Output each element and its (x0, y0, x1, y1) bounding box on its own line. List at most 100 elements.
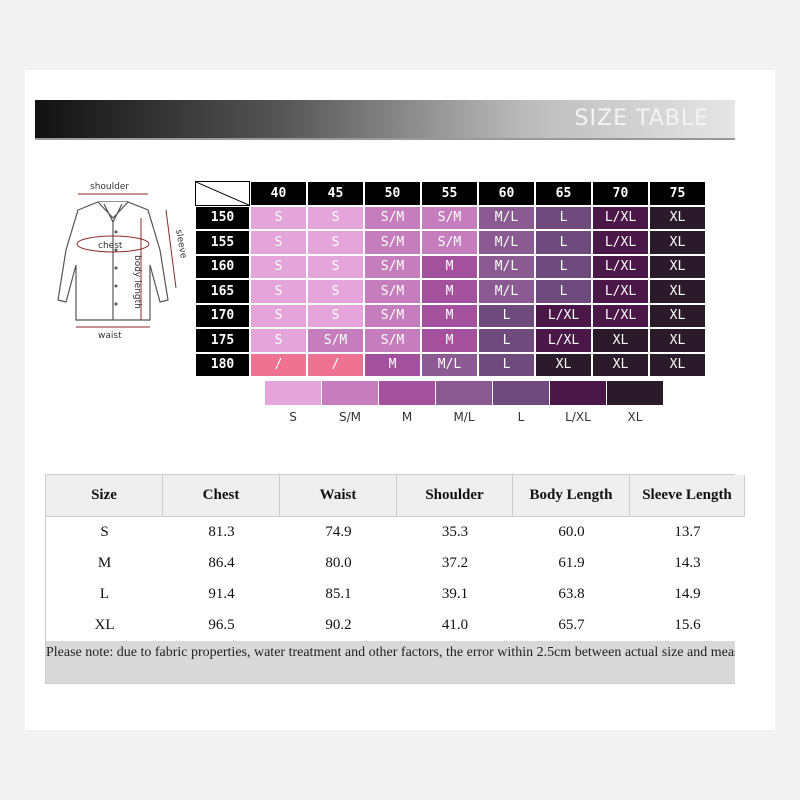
size-cell: / (250, 352, 307, 377)
table-cell: 15.6 (674, 617, 701, 633)
size-cell: S (250, 303, 307, 328)
size-cell: S (307, 303, 364, 328)
legend-label: M/L (453, 410, 475, 424)
column-header: 75 (649, 181, 706, 206)
legend-swatch (265, 381, 321, 405)
column-header: 40 (250, 181, 307, 206)
legend-swatch (436, 381, 492, 405)
legend-swatch (322, 381, 378, 405)
table-header: Waist (280, 475, 397, 517)
size-cell: S (307, 279, 364, 304)
shirt-diagram: shoulder chest sleeve body length waist (57, 182, 188, 341)
table-cell: 96.5 (208, 617, 235, 633)
column-header: 55 (421, 181, 478, 206)
size-cell: L/XL (592, 205, 649, 230)
diagram-label: chest (98, 241, 123, 251)
size-cell: M/L (478, 254, 535, 279)
size-cell: L (535, 279, 592, 304)
legend-label: S/M (338, 410, 361, 424)
diagram-label: sleeve (173, 229, 188, 260)
table-cell: 61.9 (558, 555, 585, 571)
table-cell: 37.2 (441, 555, 469, 571)
row-header: 165 (195, 279, 250, 304)
size-cell: S/M (307, 328, 364, 353)
size-cell: XL (649, 230, 706, 255)
size-cell: M (421, 303, 478, 328)
legend-label: M (401, 410, 413, 424)
table-cell: 35.3 (441, 524, 469, 540)
size-cell: L (535, 230, 592, 255)
table-cell: L (99, 586, 110, 602)
table-cell: XL (94, 617, 115, 633)
size-cell: XL (649, 303, 706, 328)
table-cell: 91.4 (208, 586, 235, 602)
table-cell: 85.1 (325, 586, 352, 602)
size-cell: S (250, 230, 307, 255)
size-cell: XL (535, 352, 592, 377)
diagram-label: body length (132, 255, 142, 309)
table-note: Please note: due to fabric properties, w… (46, 641, 735, 683)
size-cell: S/M (364, 230, 421, 255)
size-cell: L (535, 254, 592, 279)
size-cell: L/XL (592, 254, 649, 279)
size-cell: L (535, 205, 592, 230)
header-bar: SIZE TABLE (35, 100, 735, 140)
size-cell: S (307, 205, 364, 230)
diagram-label: waist (98, 331, 122, 341)
table-frame (45, 474, 735, 684)
table-cell: 14.9 (674, 586, 701, 602)
size-cell: L (478, 303, 535, 328)
shirt (57, 201, 169, 321)
size-cell: M/L (478, 279, 535, 304)
table-cell: 60.0 (558, 524, 585, 540)
legend-swatch (550, 381, 606, 405)
size-cell: S/M (421, 230, 478, 255)
size-cell: S/M (364, 205, 421, 230)
table-header: Size (46, 475, 163, 517)
title: SIZE TABLE (574, 106, 709, 131)
size-cell: XL (592, 328, 649, 353)
table-cell: 13.7 (674, 524, 701, 540)
column-header: 65 (535, 181, 592, 206)
table-cell: 41.0 (441, 617, 469, 633)
size-cell: XL (649, 352, 706, 377)
size-cell: XL (649, 254, 706, 279)
table-cell: 80.0 (325, 555, 352, 571)
legend-label: S (289, 410, 297, 424)
row-header: 150 (195, 205, 250, 230)
table-cell: 39.1 (441, 586, 469, 602)
table-cell: 14.3 (674, 555, 701, 571)
table-header: Chest (163, 475, 280, 517)
legend-label: L/XL (565, 410, 591, 424)
size-cell: S (250, 279, 307, 304)
table-cell: 90.2 (325, 617, 352, 633)
size-cell: S (307, 230, 364, 255)
table-cell: 74.9 (325, 524, 352, 540)
table-cell: S (100, 524, 109, 540)
size-cell: XL (649, 328, 706, 353)
size-cell: S/M (421, 205, 478, 230)
table-cell: 81.3 (208, 524, 235, 540)
size-cell: L/XL (592, 279, 649, 304)
size-cell: / (307, 352, 364, 377)
row-header: 160 (195, 254, 250, 279)
row-header: 180 (195, 352, 250, 377)
row-header: 170 (195, 303, 250, 328)
size-cell: S (250, 254, 307, 279)
size-cell: XL (649, 279, 706, 304)
column-header: 50 (364, 181, 421, 206)
size-cell: M (421, 279, 478, 304)
size-cell: L (478, 352, 535, 377)
diagram-label: shoulder (90, 182, 129, 192)
size-cell: M (421, 328, 478, 353)
size-cell: M (364, 352, 421, 377)
size-cell: S/M (364, 279, 421, 304)
size-cell: M (421, 254, 478, 279)
table-cell: 63.8 (558, 586, 585, 602)
legend-label: XL (627, 410, 643, 424)
size-cell: L/XL (592, 230, 649, 255)
column-header: 70 (592, 181, 649, 206)
size-cell: L/XL (535, 303, 592, 328)
size-cell: L (478, 328, 535, 353)
